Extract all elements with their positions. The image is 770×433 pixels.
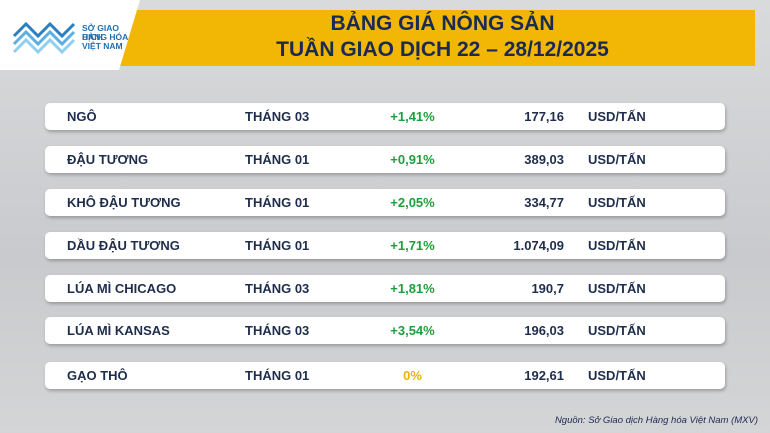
month: THÁNG 03	[245, 323, 310, 338]
price: 389,03	[524, 152, 564, 167]
product: KHÔ ĐẬU TƯƠNG	[67, 195, 181, 210]
table-row: NGÔ THÁNG 03 +1,41% 177,16 USD/TẤN	[45, 103, 725, 130]
product: LÚA MÌ CHICAGO	[67, 281, 177, 296]
product: GẠO THÔ	[67, 368, 128, 383]
product: ĐẬU TƯƠNG	[67, 152, 149, 167]
price: 1.074,09	[513, 238, 564, 253]
change: 0%	[403, 368, 422, 383]
change: +0,91%	[390, 152, 435, 167]
month: THÁNG 03	[245, 281, 310, 296]
table-row: GẠO THÔ THÁNG 01 0% 192,61 USD/TẤN	[45, 362, 725, 389]
table-row: LÚA MÌ KANSAS THÁNG 03 +3,54% 196,03 USD/TẤN	[45, 317, 725, 344]
price: 192,61	[524, 368, 564, 383]
banner	[95, 10, 755, 66]
title: BẢNG GIÁ NÔNG SẢN	[330, 12, 555, 35]
title: TUẦN GIAO DỊCH 22 – 28/12/2025	[276, 38, 609, 61]
change: +3,54%	[390, 323, 435, 338]
logo-text: HÀNG HÓA	[82, 32, 129, 42]
logo-mark	[12, 21, 76, 55]
price: 177,16	[524, 109, 564, 124]
product: LÚA MÌ KANSAS	[67, 323, 170, 338]
unit: USD/TẤN	[588, 323, 646, 338]
table-row: DẦU ĐẬU TƯƠNG THÁNG 01 +1,71% 1.074,09 USD/T…	[45, 232, 725, 259]
month: THÁNG 01	[245, 152, 310, 167]
table-row: KHÔ ĐẬU TƯƠNG THÁNG 01 +2,05% 334,77 USD/TẤN	[45, 189, 725, 216]
source: Nguồn: Sở Giao dịch Hàng hóa Việt Nam (M…	[554, 415, 758, 426]
product: DẦU ĐẬU TƯƠNG	[67, 238, 180, 253]
unit: USD/TẤN	[588, 238, 646, 253]
unit: USD/TẤN	[588, 109, 646, 124]
unit: USD/TẤN	[588, 368, 646, 383]
unit: USD/TẤN	[588, 281, 646, 296]
price: 196,03	[524, 323, 564, 338]
change: +2,05%	[390, 195, 435, 210]
logo-panel: SỞ GIAO DỊCH HÀNG HÓA VIỆT NAM	[0, 0, 140, 70]
month: THÁNG 03	[245, 109, 310, 124]
product: NGÔ	[67, 109, 97, 124]
logo-text: SỞ GIAO DỊCH	[82, 23, 120, 42]
month: THÁNG 01	[245, 238, 310, 253]
change: +1,71%	[390, 238, 435, 253]
unit: USD/TẤN	[588, 152, 646, 167]
table-row: LÚA MÌ CHICAGO THÁNG 03 +1,81% 190,7 USD/TẤN	[45, 275, 725, 302]
table-row: ĐẬU TƯƠNG THÁNG 01 +0,91% 389,03 USD/TẤN	[45, 146, 725, 173]
unit: USD/TẤN	[588, 195, 646, 210]
price: 334,77	[524, 195, 564, 210]
month: THÁNG 01	[245, 368, 310, 383]
change: +1,41%	[390, 109, 435, 124]
change: +1,81%	[390, 281, 435, 296]
month: THÁNG 01	[245, 195, 310, 210]
logo-text: VIỆT NAM	[82, 41, 123, 51]
price: 190,7	[531, 281, 564, 296]
